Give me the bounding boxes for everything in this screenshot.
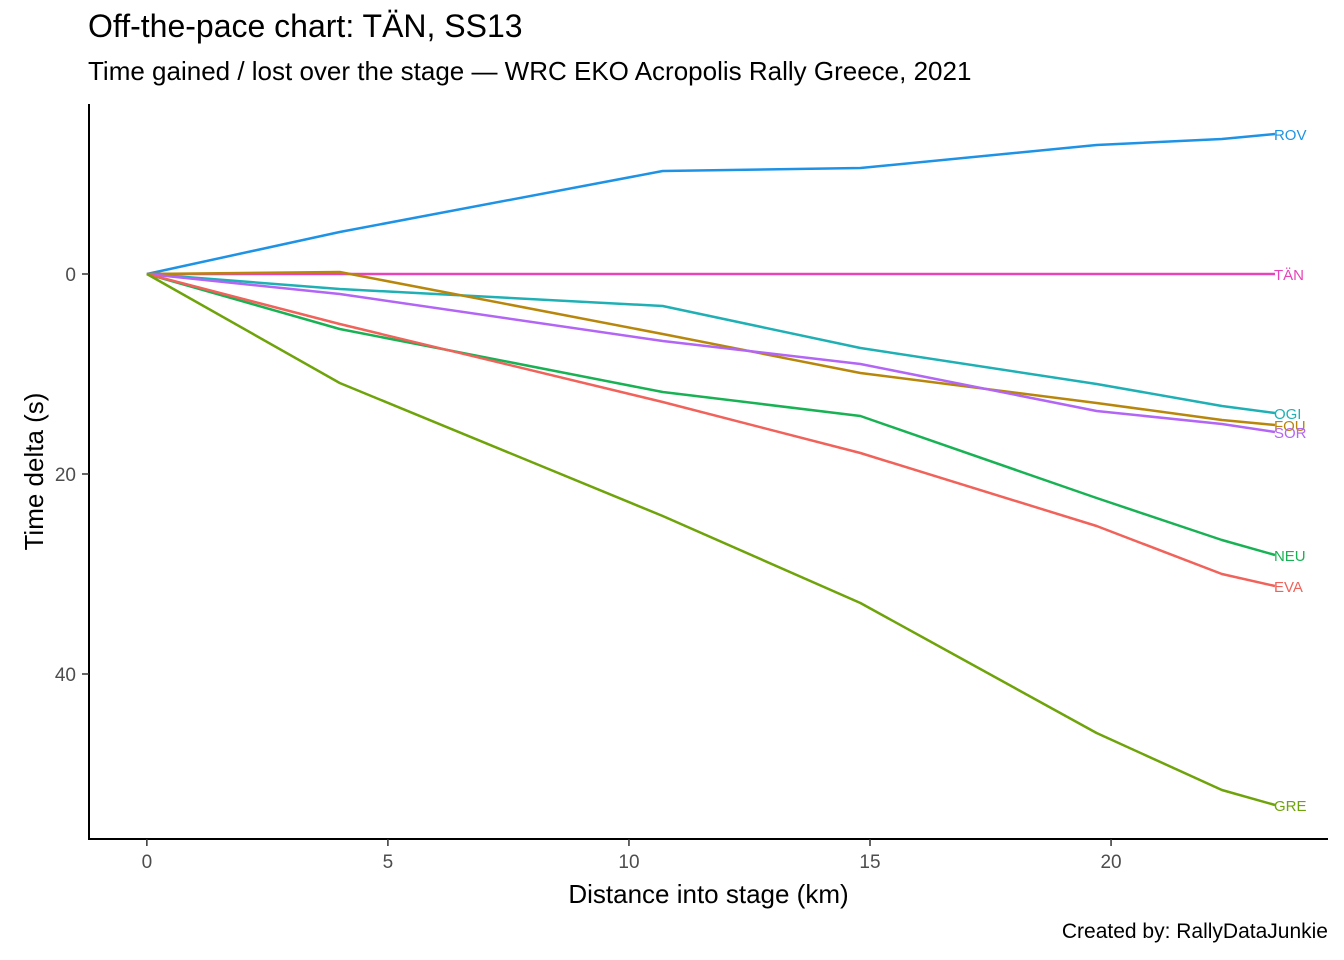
chart-caption: Created by: RallyDataJunkie (1061, 920, 1328, 943)
series-line-ogi (146, 272, 1276, 415)
series-line-neu (146, 272, 1276, 557)
x-axis-title: Distance into stage (km) (568, 879, 848, 909)
x-axis-ticks: 0 5 10 15 20 (142, 839, 1122, 873)
series-line-sor (146, 272, 1276, 434)
series-label-gre: GRE (1274, 798, 1307, 815)
series-label-neu: NEU (1274, 548, 1306, 565)
chart-subtitle: Time gained / lost over the stage — WRC … (88, 56, 972, 86)
series-line-rov (146, 132, 1276, 276)
y-axis-title: Time delta (s) (19, 393, 49, 551)
series-label-eva: EVA (1274, 579, 1303, 596)
chart-title: Off-the-pace chart: TÄN, SS13 (88, 8, 523, 44)
x-tick-label: 10 (618, 852, 639, 873)
y-tick-label: 40 (55, 665, 76, 686)
x-tick-label: 0 (142, 852, 153, 873)
y-axis-ticks: 0 20 40 (55, 265, 89, 686)
series-label-ogi: OGI (1274, 406, 1302, 423)
series-label-fou: FOU (1274, 418, 1306, 435)
y-tick-label: 0 (65, 265, 76, 286)
series-line-gre (146, 272, 1276, 807)
series-label-rov: ROV (1274, 127, 1307, 144)
x-tick-label: 15 (859, 852, 880, 873)
series-line-fou (146, 270, 1276, 427)
y-tick-label: 20 (55, 465, 76, 486)
series-lines (146, 132, 1276, 807)
x-tick-label: 20 (1100, 852, 1121, 873)
series-line-eva (146, 272, 1276, 588)
x-tick-label: 5 (383, 852, 394, 873)
series-label-sor: SOR (1274, 425, 1307, 442)
series-label-tän: TÄN (1274, 267, 1304, 284)
